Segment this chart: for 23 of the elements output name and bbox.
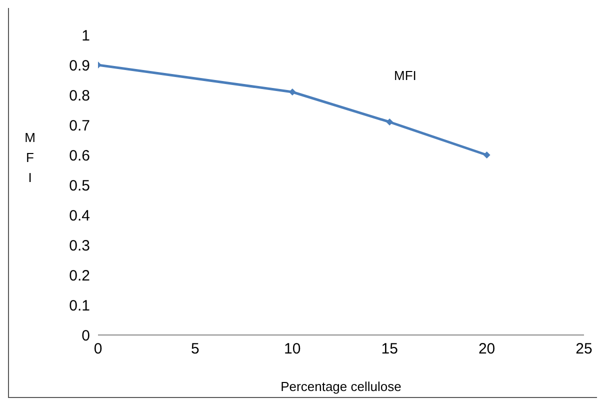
x-tick-label: 15 bbox=[381, 340, 398, 358]
y-tick-label: 1 bbox=[82, 27, 90, 44]
y-tick-label: 0.8 bbox=[69, 87, 90, 104]
y-tick-label: 0.5 bbox=[69, 177, 90, 194]
y-axis-title: MFI bbox=[394, 68, 416, 83]
y-tick-label: 0.6 bbox=[69, 147, 90, 164]
x-tick-label: 25 bbox=[576, 340, 592, 358]
y-tick-label: 0.3 bbox=[69, 237, 90, 254]
point bbox=[483, 152, 490, 158]
y-tick-label: 0.9 bbox=[69, 57, 90, 74]
x-axis-title: Percentage cellulose bbox=[280, 379, 402, 394]
x-tick-label: 20 bbox=[478, 340, 496, 358]
x-tick-label: 0 bbox=[94, 340, 102, 358]
y-tick-label: 0.7 bbox=[69, 117, 90, 134]
x-tick-label: 10 bbox=[284, 340, 301, 358]
x-tick-label: 5 bbox=[191, 340, 200, 358]
text: MFI bbox=[24, 129, 36, 187]
y-tick-label: 0 bbox=[82, 327, 90, 344]
point bbox=[386, 118, 394, 126]
point bbox=[288, 88, 296, 96]
y-tick-label: 0.2 bbox=[69, 267, 90, 284]
y-tick-label: 0.4 bbox=[69, 207, 90, 224]
y-tick-label: 0.1 bbox=[69, 297, 90, 314]
